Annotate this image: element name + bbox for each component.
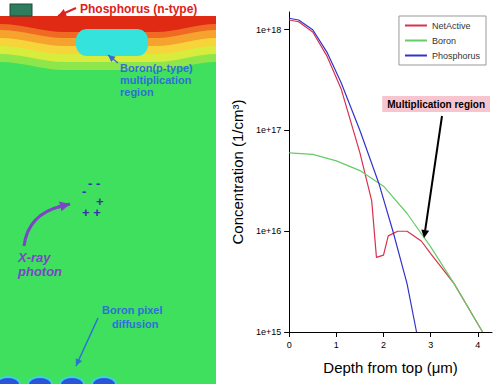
svg-text:Boron(p-type): Boron(p-type) [120, 62, 193, 74]
svg-text:Boron pixel: Boron pixel [102, 304, 163, 316]
svg-text:photon: photon [17, 264, 62, 279]
svg-text:0: 0 [287, 340, 292, 350]
svg-text:4: 4 [475, 340, 480, 350]
svg-text:Phosphorus (n-type): Phosphorus (n-type) [80, 2, 197, 16]
svg-text:diffusion: diffusion [112, 318, 159, 330]
svg-text:region: region [120, 86, 154, 98]
svg-text:Concentration (1/cm³): Concentration (1/cm³) [229, 99, 246, 244]
svg-text:1e+17: 1e+17 [256, 125, 281, 135]
svg-text:1: 1 [334, 340, 339, 350]
svg-text:Multiplication region: Multiplication region [387, 99, 485, 110]
svg-text:2: 2 [381, 340, 386, 350]
svg-text:NetActive: NetActive [432, 21, 471, 31]
svg-text:1e+16: 1e+16 [256, 226, 281, 236]
svg-text:3: 3 [428, 340, 433, 350]
svg-text:1e+15: 1e+15 [256, 327, 281, 337]
svg-text:+ +: + + [82, 205, 101, 220]
svg-text:multiplication: multiplication [120, 74, 192, 86]
svg-text:X-ray: X-ray [17, 250, 51, 265]
svg-text:-: - [82, 184, 86, 199]
svg-text:Phosphorus: Phosphorus [432, 51, 481, 61]
svg-text:1e+18: 1e+18 [256, 25, 281, 35]
svg-text:Boron: Boron [432, 36, 456, 46]
svg-text:- -: - - [88, 176, 100, 191]
svg-text:Depth from top (μm): Depth from top (μm) [323, 359, 458, 376]
